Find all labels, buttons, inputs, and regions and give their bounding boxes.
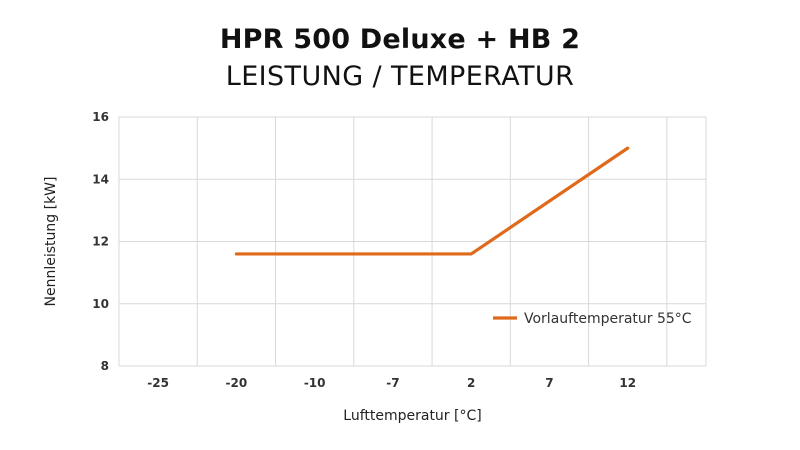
x-tick-label: -20	[226, 376, 248, 390]
y-tick-label: 12	[92, 235, 109, 249]
chart-subtitle: LEISTUNG / TEMPERATUR	[225, 61, 575, 92]
y-tick-label: 8	[101, 359, 109, 373]
y-tick-label: 10	[92, 297, 109, 311]
y-tick-label: 14	[92, 172, 109, 186]
series-line	[234, 146, 630, 256]
y-axis-label: Nennleistung [kW]	[43, 177, 59, 307]
x-tick-label: 2	[467, 376, 475, 390]
x-axis-label: Lufttemperatur [°C]	[343, 408, 481, 424]
x-tick-label: -10	[304, 376, 326, 390]
x-tick-label: 7	[545, 376, 553, 390]
x-tick-label: 12	[619, 376, 636, 390]
x-tick-label: -25	[147, 376, 169, 390]
chart-title: HPR 500 Deluxe + HB 2	[219, 24, 581, 55]
legend-label: Vorlauftemperatur 55°C	[524, 311, 692, 327]
y-tick-label: 16	[92, 110, 109, 124]
x-tick-label: -7	[386, 376, 399, 390]
